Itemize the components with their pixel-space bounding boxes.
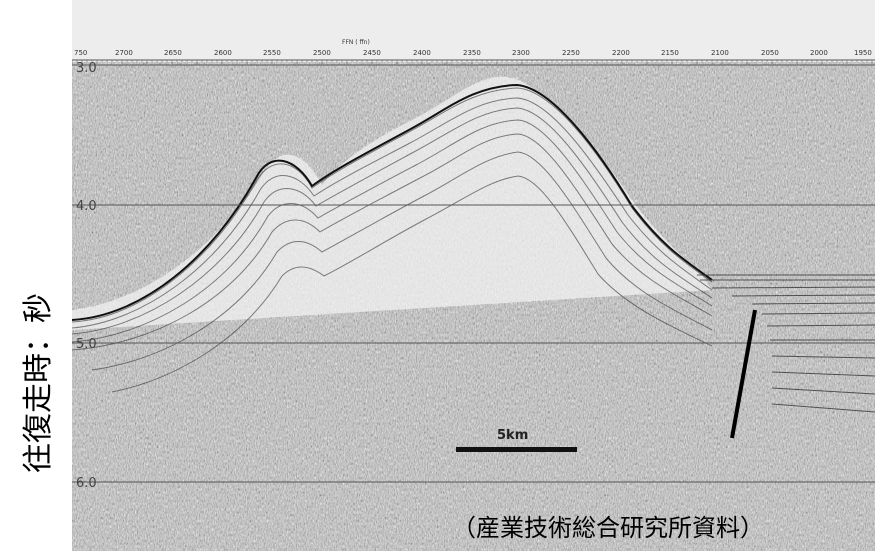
twt-tick-label: 5.0 [76,337,97,352]
x-tick-label: 2250 [562,49,580,57]
header-strip [72,0,875,62]
x-tick-label: 2600 [214,49,232,57]
x-tick-label: 2200 [612,49,630,57]
x-axis-minor-ticks [72,60,873,64]
twt-gridlines [72,64,875,483]
y-axis-label: 往復走時：秒 [21,293,56,473]
x-tick-label: 2000 [810,49,828,57]
seismic-svg: FFN ( ffn) 750 2700 2650 2600 2550 2500 … [72,0,875,551]
seafloor-reflector [72,83,713,321]
scale-bar [456,447,577,452]
x-tick-label: 2700 [115,49,133,57]
x-tick-label: 2400 [413,49,431,57]
basin-layers [697,274,875,413]
x-tick-label: 2050 [761,49,779,57]
x-tick-label: 750 [74,49,87,57]
x-tick-label: 2350 [463,49,481,57]
x-tick-label: 2450 [363,49,381,57]
x-tick-label: 2500 [313,49,331,57]
mountain-halo [72,76,712,330]
mountain-reflectors [72,87,713,393]
twt-tick-label: 6.0 [76,476,97,491]
x-tick-label: 2650 [164,49,182,57]
y-axis-label-container: 往復走時：秒 [0,0,70,551]
x-tick-label: 2550 [263,49,281,57]
x-tick-label: 2300 [512,49,530,57]
seismic-profile: FFN ( ffn) 750 2700 2650 2600 2550 2500 … [72,0,875,551]
fault-line [730,309,757,439]
x-tick-label: 2150 [661,49,679,57]
x-axis-title: FFN ( ffn) [342,39,370,46]
twt-tick-label: 4.0 [76,199,97,214]
source-credit: （産業技術総合研究所資料） [452,514,764,542]
x-tick-label: 2100 [711,49,729,57]
twt-tick-label: 3.0 [76,61,97,76]
x-tick-label: 1950 [854,49,872,57]
scale-bar-label: 5km [497,428,528,443]
